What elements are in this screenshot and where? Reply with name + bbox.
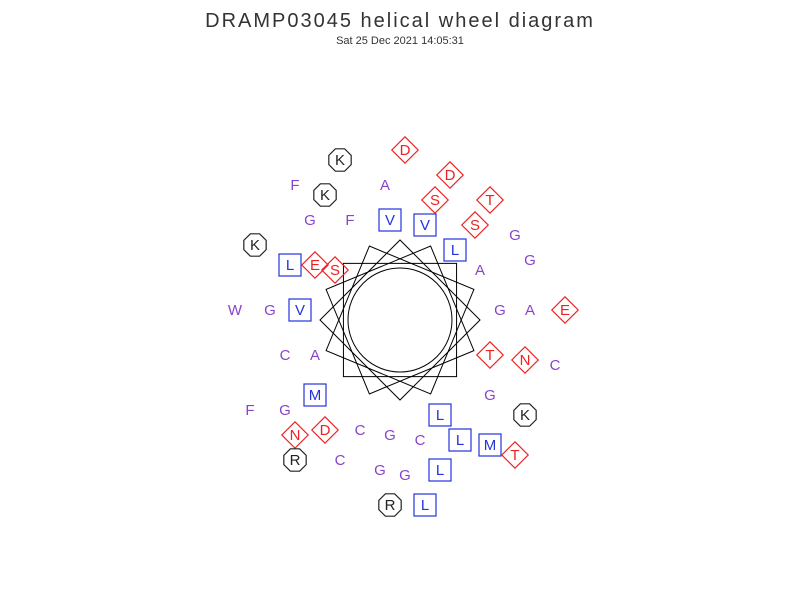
residue-C: C xyxy=(349,419,371,441)
residue-G: G xyxy=(394,464,416,486)
residue-V: V xyxy=(289,299,311,321)
residue-L: L xyxy=(279,254,301,276)
residue-G: G xyxy=(519,249,541,271)
helical-wheel-svg xyxy=(0,10,800,610)
residue-F: F xyxy=(339,209,361,231)
residue-G: G xyxy=(504,224,526,246)
residue-K: K xyxy=(314,184,336,206)
residue-L: L xyxy=(429,459,451,481)
residue-G: G xyxy=(299,209,321,231)
residue-G: G xyxy=(379,424,401,446)
residue-V: V xyxy=(379,209,401,231)
residue-G: G xyxy=(489,299,511,321)
residue-C: C xyxy=(544,354,566,376)
residue-W: W xyxy=(224,299,246,321)
residue-D: D xyxy=(439,164,461,186)
residue-G: G xyxy=(259,299,281,321)
residue-L: L xyxy=(444,239,466,261)
residue-G: G xyxy=(479,384,501,406)
residue-T: T xyxy=(479,344,501,366)
residue-V: V xyxy=(414,214,436,236)
residue-M: M xyxy=(304,384,326,406)
residue-D: D xyxy=(394,139,416,161)
residue-G: G xyxy=(369,459,391,481)
residue-L: L xyxy=(449,429,471,451)
residue-A: A xyxy=(374,174,396,196)
residue-C: C xyxy=(409,429,431,451)
residue-D: D xyxy=(314,419,336,441)
residue-A: A xyxy=(469,259,491,281)
residue-L: L xyxy=(414,494,436,516)
residue-S: S xyxy=(424,189,446,211)
residue-C: C xyxy=(274,344,296,366)
residue-A: A xyxy=(304,344,326,366)
residue-F: F xyxy=(239,399,261,421)
residue-C: C xyxy=(329,449,351,471)
residue-M: M xyxy=(479,434,501,456)
residue-E: E xyxy=(554,299,576,321)
residue-R: R xyxy=(284,449,306,471)
residue-T: T xyxy=(479,189,501,211)
residue-N: N xyxy=(514,349,536,371)
residue-S: S xyxy=(464,214,486,236)
residue-T: T xyxy=(504,444,526,466)
residue-F: F xyxy=(284,174,306,196)
residue-K: K xyxy=(514,404,536,426)
residue-G: G xyxy=(274,399,296,421)
residue-N: N xyxy=(284,424,306,446)
residue-E: E xyxy=(304,254,326,276)
residue-A: A xyxy=(519,299,541,321)
residue-L: L xyxy=(429,404,451,426)
residue-K: K xyxy=(329,149,351,171)
residue-S: S xyxy=(324,259,346,281)
residue-R: R xyxy=(379,494,401,516)
residue-K: K xyxy=(244,234,266,256)
